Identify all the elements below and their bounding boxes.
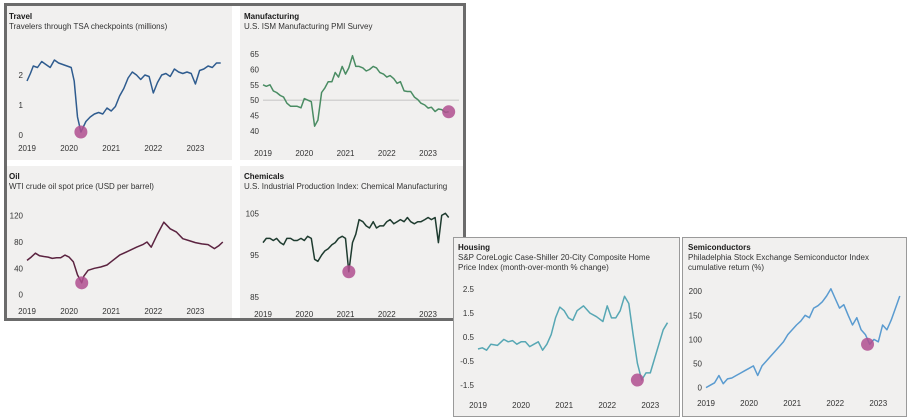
housing-xtick-label: 2021 bbox=[555, 401, 573, 410]
semis-ytick-label: 150 bbox=[689, 311, 703, 320]
housing-subtitle: S&P CoreLogic Case-Shiller 20-City Compo… bbox=[458, 253, 650, 272]
oil-xtick-label: 2022 bbox=[144, 307, 162, 316]
travel-xtick-label: 2022 bbox=[144, 144, 162, 153]
chemicals-series-line bbox=[262, 212, 450, 273]
manufacturing-ytick-label: 45 bbox=[250, 111, 259, 120]
semis-title: Semiconductors bbox=[688, 243, 751, 252]
semis-ytick-label: 200 bbox=[689, 287, 703, 296]
oil-subtitle: WTI crude oil spot price (USD per barrel… bbox=[9, 182, 154, 191]
manufacturing-ytick-label: 50 bbox=[250, 96, 259, 105]
oil-title: Oil bbox=[9, 172, 20, 181]
manufacturing-trough-marker bbox=[442, 105, 456, 119]
housing-title: Housing bbox=[458, 243, 490, 252]
manufacturing-xtick-label: 2023 bbox=[419, 149, 437, 158]
chemicals-subtitle: U.S. Industrial Production Index: Chemic… bbox=[244, 182, 448, 191]
manufacturing-title: Manufacturing bbox=[244, 12, 300, 21]
manufacturing-ytick-label: 40 bbox=[250, 127, 259, 136]
manufacturing-panel bbox=[240, 6, 463, 160]
chemicals-trough-marker bbox=[342, 265, 356, 279]
housing-xtick-label: 2023 bbox=[641, 401, 659, 410]
travel-title: Travel bbox=[9, 12, 33, 21]
chemicals-ytick-label: 85 bbox=[250, 293, 259, 302]
manufacturing-xtick-label: 2020 bbox=[295, 149, 313, 158]
chemicals-title: Chemicals bbox=[244, 172, 285, 181]
manufacturing-chart: 40 45 50 55 60 65 2019 2020 2021 2022 2023 bbox=[250, 50, 459, 158]
semis-xtick-label: 2022 bbox=[826, 399, 844, 408]
travel-trough-marker bbox=[74, 125, 88, 139]
semis-xtick-label: 2023 bbox=[869, 399, 887, 408]
chemicals-xtick-label: 2019 bbox=[254, 310, 272, 319]
manufacturing-xtick-label: 2021 bbox=[337, 149, 355, 158]
oil-ytick-label: 80 bbox=[14, 238, 23, 247]
housing-ytick-label: -0.5 bbox=[460, 357, 474, 366]
travel-ytick-label: 0 bbox=[19, 131, 24, 140]
chemicals-xtick-label: 2023 bbox=[419, 310, 437, 319]
semis-chart: 0 50 100 150 200 2019 2020 2021 2022 2023 bbox=[689, 287, 901, 408]
semis-ytick-label: 0 bbox=[698, 384, 703, 393]
chemicals-ytick-label: 105 bbox=[246, 209, 260, 218]
manufacturing-ytick-label: 60 bbox=[250, 65, 259, 74]
chemicals-panel bbox=[240, 166, 463, 318]
oil-chart: 0 40 80 120 2019 2020 2021 2022 2023 bbox=[10, 212, 224, 316]
oil-xtick-label: 2023 bbox=[187, 307, 205, 316]
travel-xtick-label: 2023 bbox=[187, 144, 205, 153]
semis-ytick-label: 50 bbox=[693, 360, 702, 369]
manufacturing-subtitle: U.S. ISM Manufacturing PMI Survey bbox=[244, 22, 373, 31]
chemicals-ytick-label: 95 bbox=[250, 251, 259, 260]
semis-panel bbox=[682, 237, 907, 417]
travel-subtitle: Travelers through TSA checkpoints (milli… bbox=[9, 22, 168, 31]
manufacturing-xtick-label: 2019 bbox=[254, 149, 272, 158]
housing-xtick-label: 2022 bbox=[598, 401, 616, 410]
housing-ytick-label: 0.5 bbox=[463, 333, 475, 342]
travel-xtick-label: 2019 bbox=[18, 144, 36, 153]
travel-xtick-label: 2021 bbox=[102, 144, 120, 153]
semis-series-line bbox=[705, 288, 901, 389]
oil-series-line bbox=[26, 221, 224, 284]
manufacturing-ytick-label: 65 bbox=[250, 50, 259, 59]
oil-trough-marker bbox=[75, 276, 89, 290]
oil-xtick-label: 2019 bbox=[18, 307, 36, 316]
housing-xtick-label: 2020 bbox=[512, 401, 530, 410]
housing-panel bbox=[453, 237, 680, 417]
chemicals-xtick-label: 2020 bbox=[295, 310, 313, 319]
oil-ytick-label: 40 bbox=[14, 264, 23, 273]
oil-ytick-label: 0 bbox=[19, 291, 24, 300]
manufacturing-ytick-label: 55 bbox=[250, 81, 259, 90]
chemicals-xtick-label: 2022 bbox=[378, 310, 396, 319]
semis-trough-marker bbox=[861, 337, 875, 351]
semis-xtick-label: 2019 bbox=[697, 399, 715, 408]
travel-ytick-label: 2 bbox=[19, 71, 24, 80]
travel-ytick-label: 1 bbox=[19, 101, 24, 110]
housing-trough-marker bbox=[630, 373, 644, 387]
oil-ytick-label: 120 bbox=[10, 212, 24, 221]
semis-subtitle: Philadelphia Stock Exchange Semiconducto… bbox=[688, 253, 869, 272]
semis-ytick-label: 100 bbox=[689, 335, 703, 344]
housing-xtick-label: 2019 bbox=[469, 401, 487, 410]
chemicals-xtick-label: 2021 bbox=[337, 310, 355, 319]
housing-series-line bbox=[477, 295, 669, 381]
travel-xtick-label: 2020 bbox=[60, 144, 78, 153]
travel-chart: 0 1 2 2019 2020 2021 2022 2023 bbox=[18, 59, 221, 153]
travel-series-line bbox=[26, 59, 221, 133]
housing-chart: -1.5 -0.5 0.5 1.5 2.5 2019 2020 2021 2022 2023 bbox=[460, 285, 669, 410]
semis-xtick-label: 2020 bbox=[740, 399, 758, 408]
housing-ytick-label: -1.5 bbox=[460, 381, 474, 390]
oil-xtick-label: 2021 bbox=[102, 307, 120, 316]
manufacturing-xtick-label: 2022 bbox=[378, 149, 396, 158]
housing-ytick-label: 2.5 bbox=[463, 285, 475, 294]
semis-xtick-label: 2021 bbox=[783, 399, 801, 408]
housing-ytick-label: 1.5 bbox=[463, 309, 475, 318]
oil-xtick-label: 2020 bbox=[60, 307, 78, 316]
manufacturing-series-line bbox=[262, 54, 449, 127]
chemicals-chart: 85 95 105 2019 2020 2021 2022 2023 bbox=[246, 209, 450, 319]
